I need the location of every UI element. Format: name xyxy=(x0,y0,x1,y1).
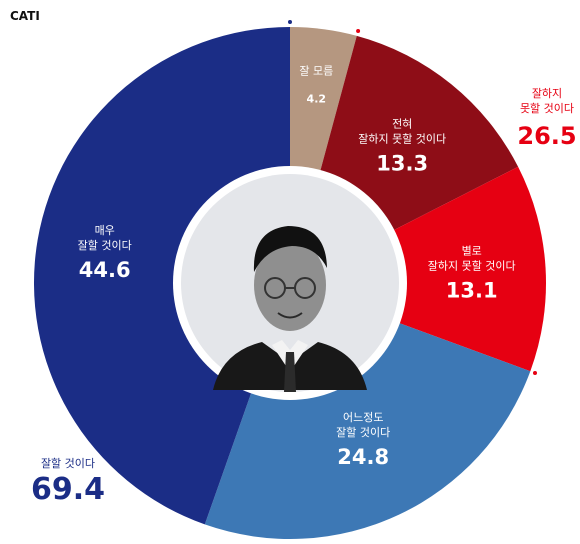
group-marker-dot xyxy=(288,20,292,24)
slice-somewhat-negative xyxy=(290,166,547,372)
group-marker-dot xyxy=(356,29,361,33)
slice-label-strongly-negative: 전혀 잘하지 못할 것이다 13.3 xyxy=(358,117,446,175)
slice-label-somewhat-positive: 어느정도 잘할 것이다 24.8 xyxy=(336,411,390,469)
group-label-positive-total: 잘할 것이다 69.4 xyxy=(31,457,105,507)
portrait-icon xyxy=(213,226,367,392)
group-label-negative-total: 잘하지 못할 것이다 26.5 xyxy=(517,86,576,150)
slice-labels: 잘 모름 4.2 전혀 잘하지 못할 것이다 13.3 별로 잘하지 못할 것이다 13.1 어… xyxy=(78,65,516,469)
slice-label-strongly-positive: 매우 잘할 것이다 44.6 xyxy=(78,224,132,282)
slice-label-dont-know: 잘 모름 4.2 xyxy=(299,65,333,106)
group-labels: 잘하지 못할 것이다 26.5 잘할 것이다 69.4 xyxy=(31,20,577,507)
survey-method-label: CATI xyxy=(10,9,40,23)
slice-label-somewhat-negative: 별로 잘하지 못할 것이다 13.1 xyxy=(428,245,516,303)
group-marker-dot xyxy=(533,371,537,375)
slice-strongly-positive xyxy=(33,27,291,525)
center-portrait xyxy=(173,166,407,400)
